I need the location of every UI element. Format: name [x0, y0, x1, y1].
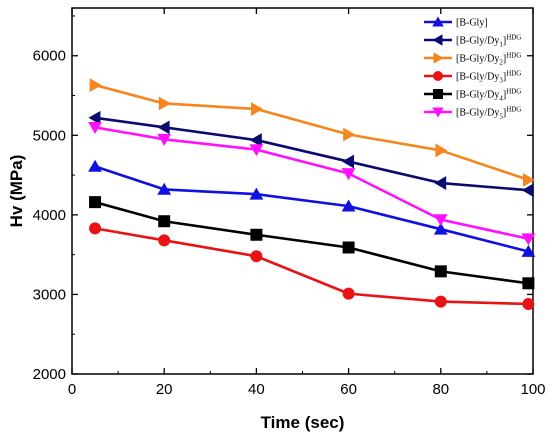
data-point — [522, 277, 535, 290]
legend-item-5: [B-Gly/Dy4]HDG — [424, 88, 521, 103]
data-point — [434, 265, 447, 278]
y-tick-label: 5000 — [33, 127, 66, 144]
x-tick-label: 60 — [340, 381, 357, 398]
legend-item-3: [B-Gly/Dy2]HDG — [424, 52, 521, 67]
data-point — [249, 144, 264, 157]
data-point — [249, 187, 264, 200]
x-tick-label: 80 — [432, 381, 449, 398]
x-tick-label: 20 — [156, 381, 173, 398]
series-line — [94, 116, 529, 192]
data-point — [158, 96, 171, 111]
series-3 — [89, 78, 535, 187]
data-point — [341, 168, 356, 181]
x-tick-label: 40 — [248, 381, 265, 398]
data-point — [89, 196, 102, 209]
data-point — [343, 127, 356, 142]
data-point — [435, 143, 448, 158]
data-point — [342, 287, 355, 300]
series-line — [94, 165, 529, 253]
series-line — [94, 83, 529, 182]
data-point — [521, 183, 534, 198]
data-point — [89, 78, 102, 93]
series-layer — [88, 78, 536, 310]
x-tick-label: 0 — [68, 381, 76, 398]
data-point — [88, 110, 101, 125]
series-line — [94, 200, 529, 285]
data-point — [251, 102, 263, 116]
y-tick-label: 3000 — [33, 286, 66, 303]
legend-item-6: [B-Gly/Dy5]HDG — [424, 106, 521, 121]
series-1 — [88, 159, 536, 257]
legend: [B-Gly] [B-Gly/Dy1]HDG [B-Gly/Dy2]HDG [B-Gl… — [424, 16, 521, 121]
series-line — [94, 227, 529, 306]
data-point — [433, 222, 448, 235]
data-point — [522, 297, 535, 310]
data-point — [88, 121, 102, 134]
legend-label: [B-Gly/Dy5]HDG — [456, 106, 521, 121]
data-point — [341, 199, 356, 212]
x-axis-ticks: 0 20 40 60 80 100 — [68, 8, 546, 398]
data-point — [157, 182, 172, 195]
data-point — [88, 159, 102, 172]
data-point — [158, 215, 171, 228]
series-5 — [89, 196, 535, 290]
data-point — [521, 244, 536, 257]
y-tick-label: 2000 — [33, 366, 66, 383]
legend-label: [B-Gly/Dy3]HDG — [456, 70, 521, 85]
data-point — [249, 133, 262, 147]
data-point — [342, 154, 354, 169]
legend-label: [B-Gly] — [456, 18, 488, 29]
data-point — [250, 228, 263, 241]
legend-item-2: [B-Gly/Dy1]HDG — [424, 34, 521, 49]
legend-item-1: [B-Gly] — [424, 16, 488, 29]
data-point — [434, 295, 447, 308]
y-tick-label: 4000 — [33, 207, 66, 224]
legend-label: [B-Gly/Dy4]HDG — [456, 88, 521, 103]
legend-label: [B-Gly/Dy2]HDG — [456, 52, 521, 67]
data-point — [434, 176, 447, 190]
legend-marker — [433, 52, 444, 64]
series-2 — [88, 110, 534, 198]
legend-item-4: [B-Gly/Dy3]HDG — [424, 70, 521, 85]
x-axis-title: Time (sec) — [261, 413, 345, 432]
y-tick-label: 6000 — [33, 48, 66, 65]
legend-marker — [432, 34, 443, 46]
legend-marker — [433, 89, 443, 99]
data-point — [342, 241, 355, 254]
y-axis-ticks: 2000 3000 4000 5000 6000 — [33, 15, 533, 383]
series-4 — [89, 222, 535, 310]
series-line — [94, 126, 529, 241]
legend-marker — [432, 107, 444, 118]
series-6 — [88, 121, 536, 246]
data-point — [157, 133, 172, 146]
data-point — [521, 233, 536, 246]
legend-marker — [432, 16, 444, 27]
data-point — [433, 214, 448, 227]
legend-marker — [433, 71, 443, 81]
legend-label: [B-Gly/Dy1]HDG — [456, 34, 521, 49]
data-point — [522, 172, 535, 187]
y-axis-title: Hv (MPa) — [7, 155, 26, 228]
data-point — [89, 222, 102, 235]
data-point — [250, 250, 263, 263]
data-point — [158, 234, 171, 247]
x-tick-label: 100 — [520, 381, 545, 398]
data-point — [157, 120, 170, 135]
